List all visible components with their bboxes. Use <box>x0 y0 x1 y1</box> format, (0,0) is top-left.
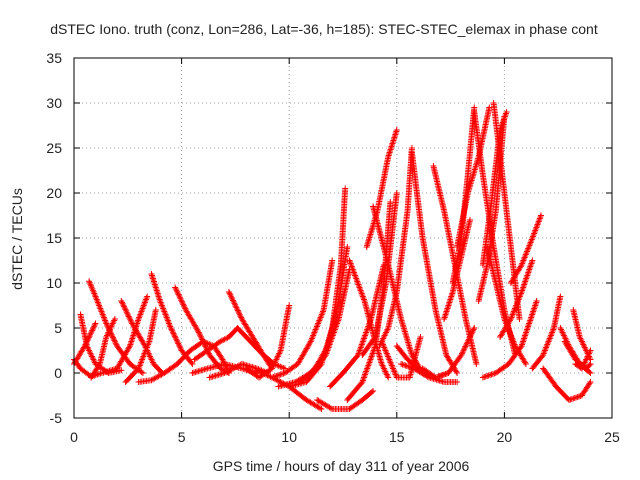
data-arc <box>88 316 118 381</box>
x-tick-label: 0 <box>70 429 78 445</box>
axis-ticks: 0 5 10 15 20 25 -5 0 5 10 15 20 25 30 35 <box>46 50 620 445</box>
data-arc <box>314 388 377 412</box>
data-arc <box>297 244 351 385</box>
plus-markers <box>148 271 196 367</box>
chart-title: dSTEC Iono. truth (conz, Lon=286, Lat=-3… <box>50 21 598 37</box>
plus-markers <box>269 257 336 381</box>
y-tick-label: 15 <box>46 230 62 246</box>
data-arc <box>99 293 151 376</box>
plus-markers <box>122 307 159 385</box>
plus-markers <box>398 361 461 385</box>
plus-markers <box>314 388 377 412</box>
data-arc <box>269 257 336 381</box>
y-tick-label: 35 <box>46 50 62 66</box>
plus-markers <box>479 298 540 381</box>
plus-markers <box>490 100 523 322</box>
data-arc <box>572 347 594 372</box>
plus-markers <box>430 163 480 367</box>
plus-markers <box>497 257 536 340</box>
data-arc <box>430 163 480 367</box>
plus-markers <box>408 149 461 376</box>
data-arc <box>540 365 594 403</box>
plot-data <box>71 100 594 412</box>
data-arc <box>286 185 349 390</box>
y-tick-label: 10 <box>46 275 62 291</box>
y-tick-label: 25 <box>46 140 62 156</box>
y-tick-label: 20 <box>46 185 62 201</box>
plus-markers <box>99 293 151 376</box>
plus-markers <box>419 325 478 381</box>
x-axis-label: GPS time / hours of day 311 of year 2006 <box>213 458 470 474</box>
x-tick-label: 25 <box>604 429 620 445</box>
x-tick-label: 5 <box>178 429 186 445</box>
data-arc <box>122 307 159 385</box>
data-arc <box>490 100 523 322</box>
data-arc <box>398 361 461 385</box>
plus-markers <box>376 145 415 349</box>
data-arc <box>419 325 478 381</box>
data-arc <box>191 325 241 363</box>
y-tick-label: 30 <box>46 95 62 111</box>
y-axis-label: dSTEC / TECUs <box>9 188 25 290</box>
data-arc <box>234 325 288 372</box>
y-tick-label: 0 <box>54 365 62 381</box>
data-arc <box>376 145 415 349</box>
plus-markers <box>88 316 118 381</box>
data-arc <box>507 212 544 286</box>
y-tick-label: 5 <box>54 320 62 336</box>
plus-markers <box>286 185 349 390</box>
plus-markers <box>297 244 351 385</box>
data-arc <box>529 293 564 372</box>
plus-markers <box>507 212 544 286</box>
x-tick-label: 20 <box>497 429 513 445</box>
plus-markers <box>540 365 594 403</box>
plus-markers <box>572 347 594 372</box>
x-tick-label: 15 <box>389 429 405 445</box>
data-arc <box>479 298 540 381</box>
x-tick-label: 10 <box>281 429 297 445</box>
plus-markers <box>234 325 288 372</box>
plus-markers <box>191 325 241 363</box>
y-tick-label: -5 <box>50 410 63 426</box>
plus-markers <box>529 293 564 372</box>
data-arc <box>408 149 461 376</box>
data-arc <box>148 271 196 367</box>
data-arc <box>497 257 536 340</box>
